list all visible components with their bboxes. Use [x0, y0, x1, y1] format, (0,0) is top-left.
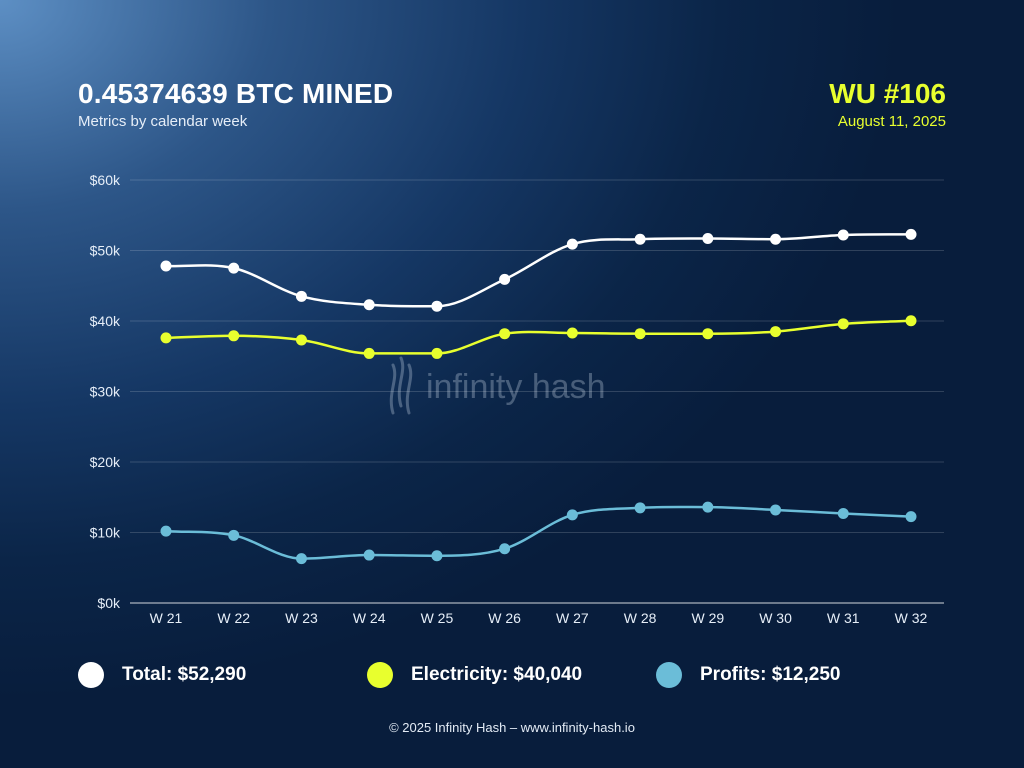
data-point-electricity — [160, 332, 172, 344]
series-line-profits — [164, 505, 913, 560]
legend-swatch-electricity — [367, 662, 393, 688]
data-point-total — [837, 229, 849, 241]
x-tick-label: W 24 — [353, 610, 386, 626]
data-point-total — [295, 290, 307, 302]
data-point-profits — [295, 553, 307, 565]
legend-swatch-total — [78, 662, 104, 688]
x-tick-label: W 21 — [150, 610, 183, 626]
data-point-electricity — [228, 330, 240, 342]
data-point-electricity — [499, 328, 511, 340]
data-point-electricity — [837, 318, 849, 330]
footer-copyright: © 2025 Infinity Hash – www.infinity-hash… — [389, 720, 635, 735]
page-subtitle: Metrics by calendar week — [78, 113, 248, 130]
data-point-total — [160, 260, 172, 272]
legend-label-total: Total: $52,290 — [122, 664, 247, 685]
data-point-total — [905, 228, 917, 240]
data-point-electricity — [295, 334, 307, 346]
x-tick-label: W 27 — [556, 610, 589, 626]
watermark-flame-stroke — [405, 363, 413, 415]
x-tick-label: W 32 — [895, 610, 928, 626]
data-point-profits — [228, 529, 240, 541]
wu-number: WU #106 — [829, 78, 946, 109]
y-tick-label: $60k — [90, 172, 121, 188]
data-point-total — [770, 233, 782, 245]
data-point-profits — [363, 549, 375, 561]
watermark-flame-stroke — [397, 356, 405, 408]
y-tick-label: $20k — [90, 454, 121, 470]
data-point-total — [431, 300, 443, 312]
watermark-flame-stroke — [389, 363, 397, 415]
x-tick-label: W 31 — [827, 610, 860, 626]
data-point-profits — [905, 511, 917, 523]
watermark-text: infinity hash — [426, 368, 606, 406]
watermark-logo: infinity hash — [389, 356, 606, 415]
data-point-total — [566, 238, 578, 250]
legend-label-profits: Profits: $12,250 — [700, 664, 841, 685]
y-tick-label: $30k — [90, 384, 121, 400]
data-point-total — [363, 299, 375, 311]
data-point-electricity — [702, 328, 714, 340]
page-title: 0.45374639 BTC MINED — [78, 78, 394, 109]
x-tick-label: W 23 — [285, 610, 318, 626]
data-point-electricity — [770, 326, 782, 338]
data-point-profits — [702, 501, 714, 513]
x-tick-label: W 29 — [691, 610, 724, 626]
data-point-profits — [566, 509, 578, 521]
y-tick-label: $40k — [90, 313, 121, 329]
report-date: August 11, 2025 — [837, 113, 946, 130]
x-tick-label: W 22 — [217, 610, 250, 626]
legend-item-electricity: Electricity: $40,040 — [367, 662, 582, 688]
y-tick-label: $0k — [97, 595, 121, 611]
data-point-profits — [499, 543, 511, 555]
data-point-electricity — [431, 347, 443, 359]
x-tick-label: W 26 — [488, 610, 521, 626]
data-point-profits — [634, 502, 646, 514]
data-point-electricity — [634, 328, 646, 340]
x-tick-label: W 28 — [624, 610, 657, 626]
data-point-electricity — [363, 347, 375, 359]
legend-item-profits: Profits: $12,250 — [656, 662, 840, 688]
data-point-total — [702, 233, 714, 245]
data-point-total — [228, 262, 240, 274]
y-tick-label: $10k — [90, 525, 121, 541]
data-point-profits — [770, 504, 782, 516]
legend-item-total: Total: $52,290 — [78, 662, 246, 688]
data-point-profits — [160, 525, 172, 537]
data-point-profits — [431, 550, 443, 562]
data-point-electricity — [566, 327, 578, 339]
data-point-electricity — [905, 315, 917, 327]
data-point-total — [499, 273, 511, 285]
series-line-total — [164, 233, 913, 308]
data-point-profits — [837, 507, 849, 519]
y-tick-label: $50k — [90, 243, 121, 259]
x-tick-label: W 25 — [421, 610, 454, 626]
data-point-total — [634, 233, 646, 245]
legend-swatch-profits — [656, 662, 682, 688]
legend-label-electricity: Electricity: $40,040 — [411, 664, 583, 685]
x-tick-label: W 30 — [759, 610, 792, 626]
series-line-electricity — [164, 319, 913, 355]
